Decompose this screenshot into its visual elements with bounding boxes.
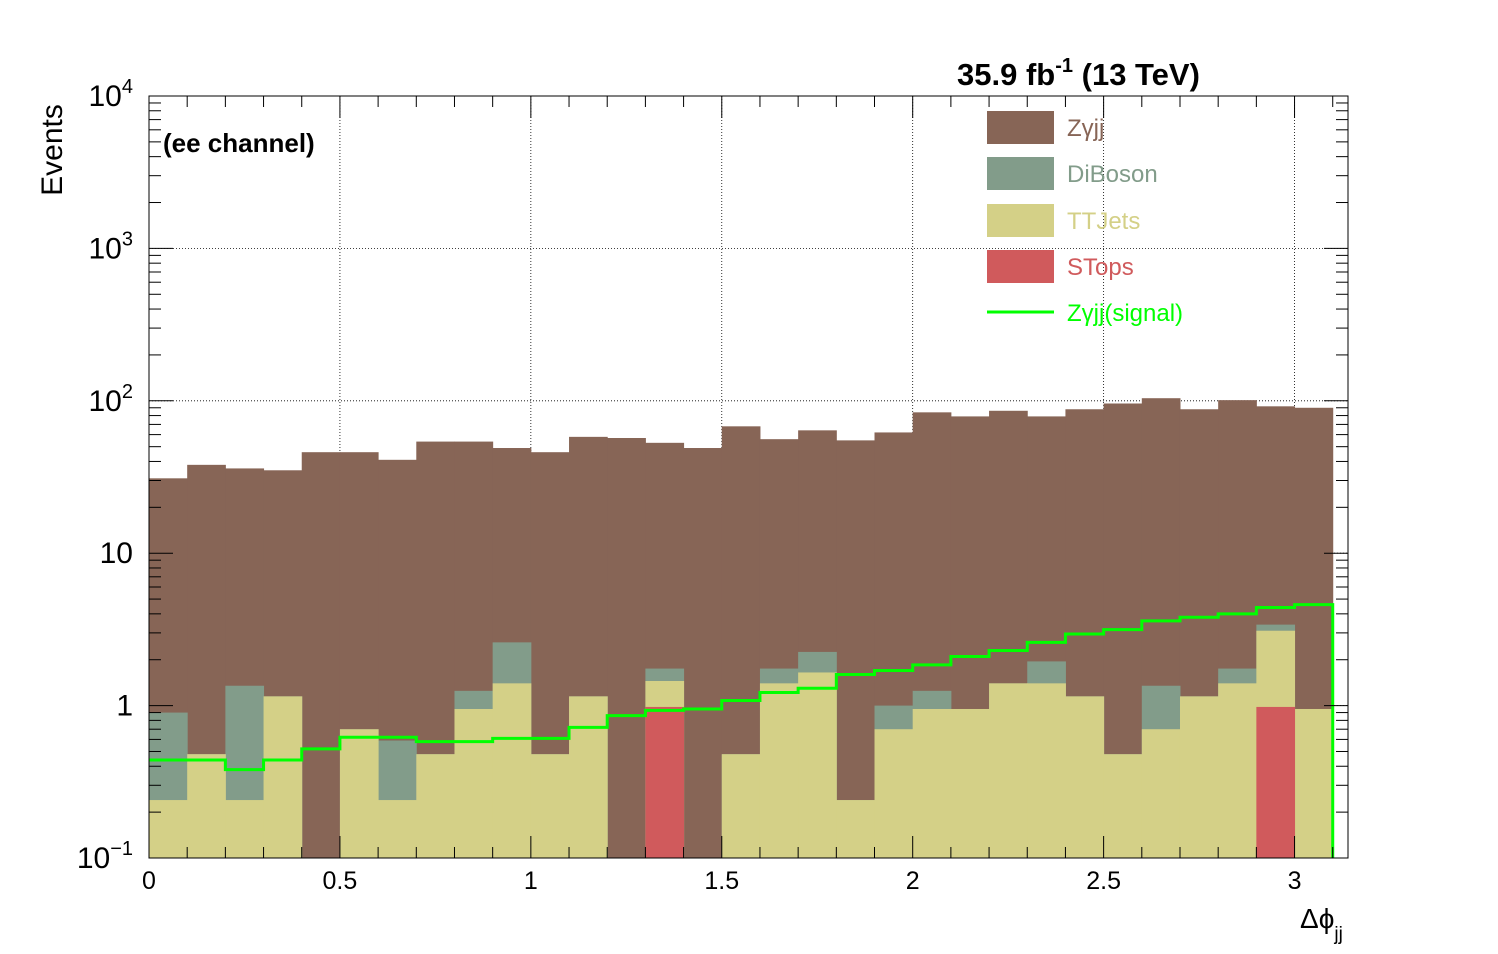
y-tick-label-base: 10 (100, 537, 133, 570)
bar-ttjets-bin-24 (1065, 696, 1105, 858)
x-tick-label-2: 1 (524, 867, 538, 895)
bar-stops-bin-13 (645, 706, 685, 858)
legend-label-diboson: DiBoson (1067, 161, 1158, 188)
bar-ttjets-bin-17 (798, 672, 837, 858)
y-tick-label-base: 10 (89, 385, 122, 418)
legend-label-ttjets: TTJets (1067, 208, 1140, 235)
bar-ttjets-bin-25 (1103, 754, 1143, 858)
legend: Zγjj DiBoson TTJets STops Zγjj(signal) (987, 111, 1183, 327)
y-tick-label-1: 1 (116, 690, 133, 723)
y-tick-label-5: 104 (89, 76, 134, 113)
bar-ttjets-bin-7 (416, 754, 455, 858)
y-axis-label: Events (36, 104, 69, 196)
bar-zgjj-bin-14 (683, 448, 723, 858)
bar-ttjets-bin-9 (492, 683, 532, 858)
bar-zgjj-bin-4 (301, 452, 341, 858)
bar-ttjets-bin-2 (225, 800, 265, 858)
bar-ttjets-bin-5 (339, 729, 379, 858)
histogram-bars (149, 398, 1334, 858)
y-tick-label-base: 10 (89, 232, 122, 265)
bar-ttjets-bin-16 (759, 683, 799, 858)
bar-ttjets-bin-15 (721, 754, 761, 858)
lumi-exponent: -1 (1055, 55, 1073, 77)
x-tick-label-5: 2.5 (1086, 867, 1121, 895)
plot-frame (148, 95, 1349, 859)
bar-ttjets-bin-11 (569, 696, 608, 858)
lumi-base: 35.9 fb (957, 57, 1055, 92)
luminosity-label: 35.9 fb-1 (13 TeV) (957, 55, 1200, 92)
y-tick-label-base: 1 (116, 690, 133, 723)
x-axis-label-main: Δϕ (1300, 903, 1334, 934)
legend-label-zgjj: Zγjj (1067, 115, 1104, 142)
bar-ttjets-bin-27 (1179, 696, 1219, 858)
bar-ttjets-bin-22 (989, 683, 1028, 858)
bar-ttjets-bin-8 (454, 708, 494, 858)
legend-swatch-stops (987, 250, 1054, 283)
y-tick-label-3: 102 (89, 381, 134, 418)
bar-ttjets-bin-20 (912, 708, 952, 858)
bar-ttjets-bin-26 (1141, 729, 1181, 858)
bar-ttjets-bin-6 (378, 800, 417, 858)
bar-ttjets-bin-21 (950, 708, 990, 858)
bar-ttjets-bin-1 (187, 754, 226, 858)
legend-swatch-zgjj (987, 111, 1054, 144)
y-tick-label-exp: 3 (122, 228, 133, 250)
bar-ttjets-bin-19 (874, 729, 914, 858)
y-tick-label-2: 10 (100, 537, 133, 570)
y-tick-label-4: 103 (89, 228, 134, 265)
legend-label-stops: STops (1067, 254, 1134, 281)
y-tick-label-0: 10−1 (77, 838, 133, 875)
bar-ttjets-bin-0 (149, 800, 188, 858)
y-tick-label-exp: −1 (110, 838, 133, 860)
signal-step-path (149, 603, 1335, 858)
bar-ttjets-bin-28 (1218, 683, 1257, 858)
x-axis-ticks: 0 0.5 1 1.5 2 2.5 3 (142, 96, 1334, 895)
legend-label-signal: Zγjj(signal) (1067, 300, 1183, 327)
channel-label: (ee channel) (163, 128, 315, 158)
legend-swatch-ttjets (987, 204, 1054, 237)
bar-stops-bin-29 (1256, 706, 1296, 858)
x-tick-label-4: 2 (906, 867, 920, 895)
bar-ttjets-bin-23 (1027, 683, 1066, 858)
y-tick-label-base: 10 (89, 80, 122, 113)
signal-line (149, 603, 1335, 858)
bar-zgjj-bin-12 (607, 438, 646, 858)
y-tick-label-exp: 2 (122, 381, 133, 403)
bar-ttjets-bin-18 (836, 800, 876, 858)
lumi-energy: (13 TeV) (1073, 57, 1200, 92)
x-tick-label-1: 0.5 (323, 867, 358, 895)
x-tick-label-6: 3 (1288, 867, 1302, 895)
x-axis-label-sub: jj (1333, 924, 1342, 945)
bar-ttjets-bin-10 (530, 754, 570, 858)
y-tick-label-base: 10 (77, 842, 110, 875)
bar-zgjj-bin-18 (836, 440, 876, 858)
x-axis-label: Δϕjj (1300, 903, 1343, 945)
y-tick-label-exp: 4 (122, 76, 133, 98)
bar-ttjets-bin-3 (263, 696, 303, 858)
bar-ttjets-bin-30 (1294, 708, 1334, 858)
x-tick-label-0: 0 (142, 867, 156, 895)
x-tick-label-3: 1.5 (704, 867, 739, 895)
legend-swatch-diboson (987, 157, 1054, 190)
